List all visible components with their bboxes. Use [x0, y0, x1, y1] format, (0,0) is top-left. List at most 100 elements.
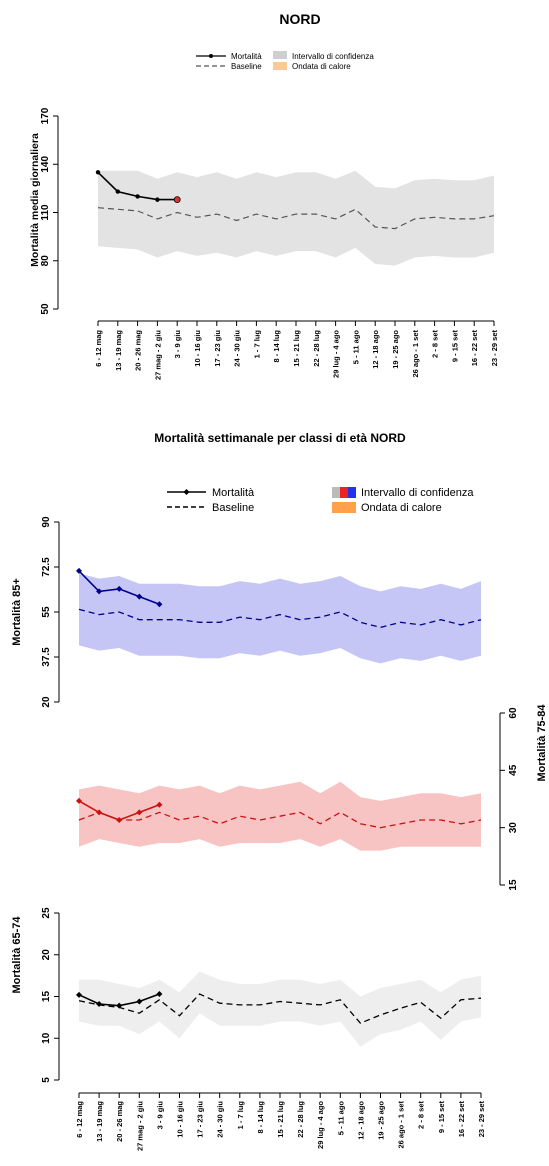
panel-7584-mortality-point — [96, 809, 103, 816]
panel-6574-ci-band — [79, 971, 481, 1047]
panel-7584-y-tick-label: 60 — [508, 707, 519, 719]
chart1-y-tick-label: 110 — [40, 204, 51, 221]
chart2-legend-ci-swatch — [332, 487, 356, 498]
panel-85-baseline-line — [78, 608, 482, 629]
chart2-x-tick-label: 22 - 28 lug — [296, 1101, 305, 1138]
chart1-x-tick-label: 22 - 28 lug — [312, 330, 321, 367]
panel-6574-y-tick-label: 5 — [41, 1077, 52, 1083]
panel-85-mortality-point — [76, 567, 82, 574]
chart2-legend-baseline: Baseline — [212, 502, 254, 514]
panel-7584-mortality-point — [116, 817, 123, 824]
panel-6574-mortality-point — [156, 990, 163, 997]
panel-6574-baseline-line — [78, 993, 482, 1024]
chart1-y-tick-label: 50 — [40, 303, 51, 315]
panel-85-y-tick-label: 37.5 — [41, 647, 52, 667]
panel-6574-y-tick-label: 15 — [41, 991, 52, 1003]
chart1-x-tick-label: 20 - 26 mag — [134, 330, 143, 371]
panel-85-mortality-point — [96, 588, 103, 595]
chart1-y-tick-label: 140 — [40, 156, 51, 173]
chart2-legend-mortality: Mortalità — [212, 487, 255, 499]
chart1-legend-mortality: Mortalità — [231, 52, 262, 61]
chart1-ci-band — [98, 170, 494, 266]
chart1-legend-heatwave: Ondata di calore — [292, 62, 351, 71]
chart2-x-tick-label: 1 - 7 lug — [236, 1101, 245, 1130]
chart2-x-tick-label: 3 - 9 giu — [155, 1101, 164, 1130]
chart2-plot: 20 37.5 55 72.5 90 15 30 45 60 5 10 15 20 25 6 - 12 ma… — [41, 516, 519, 1151]
chart2-legend-heatwave-swatch — [332, 502, 356, 513]
chart1-mortality-point — [95, 170, 101, 175]
chart2-x-tick-label: 12 - 18 ago — [356, 1101, 365, 1140]
chart2-legend-mortality-marker — [183, 489, 190, 495]
chart2-x-tick-label: 29 lug - 4 ago — [316, 1101, 325, 1149]
panel-6574-y-tick-label: 20 — [41, 949, 52, 961]
chart1-x-tick-label: 23 - 29 set — [490, 330, 499, 367]
chart1-legend-ci: Intervallo di confidenza — [292, 52, 374, 61]
chart2-x-tick-label: 26 ago - 1 set — [397, 1101, 406, 1149]
panel-7584-y-tick-label: 45 — [508, 764, 519, 776]
panel-6574-mortality-point — [116, 1002, 123, 1009]
chart1-x-tick-label: 15 - 21 lug — [292, 330, 301, 367]
chart2-legend: Mortalità Baseline Intervallo di confide… — [167, 487, 474, 514]
panel-85-mortality-point — [116, 585, 123, 592]
chart1-mortality-point — [173, 196, 181, 204]
chart2-x-tick-label: 17 - 23 giu — [196, 1101, 205, 1138]
panel-85-y-tick-label: 72.5 — [41, 557, 52, 577]
chart2-x-tick-label: 13 - 19 mag — [95, 1101, 104, 1142]
chart2-x-tick-label: 9 - 15 set — [437, 1101, 446, 1134]
panel-85-y-tick-label: 55 — [41, 606, 52, 618]
chart2-x-tick-label: 23 - 29 set — [477, 1101, 486, 1138]
chart2-x-tick-label: 2 - 8 set — [417, 1101, 426, 1129]
chart2-x-tick-label: 10 - 16 giu — [176, 1101, 185, 1138]
chart1-y-label: Mortalità media giornaliera — [29, 133, 41, 267]
panel-7584-y-label: Mortalità 75-84 — [536, 704, 548, 782]
panel-7584-mortality-point — [76, 797, 82, 804]
panel-85-mortality-point — [136, 593, 143, 600]
chart2-x-tick-label: 27 mag - 2 giu — [135, 1101, 144, 1151]
chart1-mortality-point — [135, 194, 140, 199]
chart1-legend-baseline: Baseline — [231, 62, 262, 71]
chart1-x-tick-label: 27 mag - 2 giu — [153, 330, 162, 380]
panel-7584-y-tick-label: 15 — [508, 879, 519, 891]
panel-6574-mortality-point — [96, 1001, 103, 1008]
chart2-x-tick-label: 19 - 25 ago — [377, 1101, 386, 1140]
panel-7584-y-tick-label: 30 — [508, 822, 519, 834]
chart2-title: Mortalità settimanale per classi di età … — [154, 431, 406, 445]
panel-85-y-tick-label: 20 — [41, 696, 52, 708]
chart2-x-tick-label: 15 - 21 lug — [276, 1101, 285, 1138]
chart2-x-tick-label: 5 - 11 ago — [336, 1101, 345, 1136]
chart1-x-tick-label: 6 - 12 mag — [94, 330, 103, 367]
chart1-x-tick-label: 2 - 8 set — [431, 330, 440, 358]
chart1-mortality-point — [155, 197, 160, 202]
chart1-y-tick-label: 80 — [40, 255, 51, 267]
chart1-x-tick-label: 9 - 15 set — [450, 330, 459, 363]
panel-6574-y-tick-label: 10 — [41, 1032, 52, 1044]
panel-7584-mortality-point — [136, 809, 143, 816]
chart1-x-tick-label: 3 - 9 giu — [173, 330, 182, 359]
chart1-title: NORD — [279, 11, 320, 27]
chart1-legend-ci-swatch — [273, 51, 287, 59]
panel-85-mortality-point — [156, 601, 163, 608]
chart2-x-tick-label: 8 - 14 lug — [256, 1101, 265, 1134]
panel-6574-mortality-point — [76, 991, 82, 998]
chart1-x-tick-label: 13 - 19 mag — [114, 330, 123, 371]
chart1-x-tick-label: 19 - 25 ago — [391, 330, 400, 369]
panel-85-ci-band — [79, 573, 481, 664]
chart1-plot: 50 80 110 140 170 6 - 12 mag 13 - 19 mag 20 - 2… — [40, 107, 499, 380]
chart2-x-tick-label: 6 - 12 mag — [75, 1101, 84, 1138]
chart1-x-tick-label: 5 - 11 ago — [351, 330, 360, 365]
panel-6574-mortality-point — [136, 998, 143, 1005]
chart1-mortality-point — [115, 189, 121, 194]
chart1-x-tick-label: 29 lug - 4 ago — [332, 330, 341, 378]
chart2-x-tick-label: 20 - 26 mag — [115, 1101, 124, 1142]
panel-7584-mortality-point — [156, 801, 163, 808]
chart1-legend: Mortalità Baseline Intervallo di confide… — [196, 51, 374, 71]
chart1-x-tick-label: 17 - 23 giu — [213, 330, 222, 367]
panel-85-y-label: Mortalità 85+ — [11, 578, 23, 646]
chart1-x-tick-label: 8 - 14 lug — [272, 330, 281, 363]
chart1-x-tick-label: 12 - 18 ago — [371, 330, 380, 369]
panel-6574-y-tick-label: 25 — [41, 907, 52, 919]
chart1-legend-mortality-marker — [209, 54, 213, 58]
chart2-x-tick-label: 24 - 30 giu — [216, 1101, 225, 1138]
chart1-y-tick-label: 170 — [40, 107, 51, 124]
